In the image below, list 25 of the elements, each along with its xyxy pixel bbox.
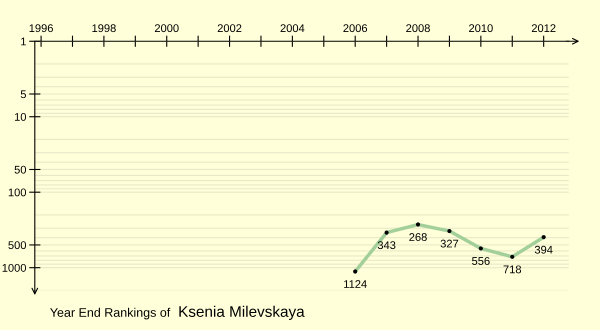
data-label: 394	[534, 246, 553, 254]
y-tick-label: 5	[20, 90, 26, 98]
data-label: 718	[504, 265, 522, 274]
y-tick-label: 1000	[2, 264, 26, 272]
y-tick-label: 50	[14, 166, 26, 174]
x-tick-label: 1998	[92, 24, 116, 32]
y-tick-label: 500	[8, 241, 26, 250]
data-label: 343	[378, 241, 396, 250]
x-tick-label: 1996	[30, 24, 53, 32]
x-tick-label: 2008	[406, 24, 430, 32]
x-tick-label: 2000	[154, 24, 179, 32]
y-tick-label: 100	[8, 188, 26, 196]
text: Ksenia Milevskaya	[179, 306, 305, 320]
text: Year End Rankings of	[50, 308, 170, 320]
y-tick-label: 1	[21, 38, 26, 46]
x-tick-label: 2002	[218, 24, 242, 32]
data-label: 327	[440, 240, 458, 248]
data-label: 1124	[344, 280, 367, 288]
x-tick-label: 2004	[280, 24, 304, 32]
data-label: 268	[409, 233, 427, 242]
data-label: 556	[472, 257, 490, 265]
x-tick-label: 2012	[532, 24, 556, 32]
x-tick-label: 2010	[469, 24, 493, 32]
y-tick-label: 10	[14, 112, 26, 121]
x-tick-label: 2006	[343, 24, 368, 32]
